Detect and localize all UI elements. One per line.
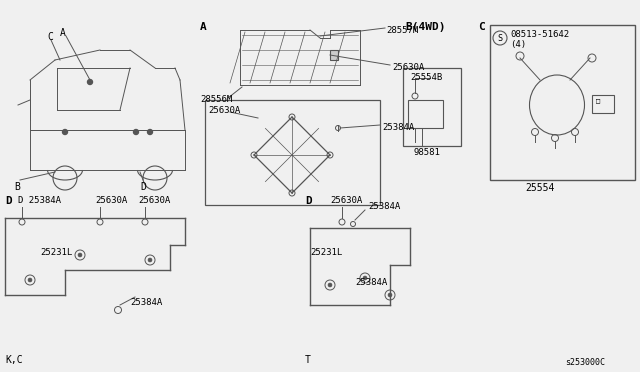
Text: D 25384A: D 25384A	[18, 196, 61, 205]
Circle shape	[148, 258, 152, 262]
Bar	[408, 100, 443, 128]
Text: 08513-51642: 08513-51642	[510, 30, 569, 39]
Text: 25630A: 25630A	[392, 63, 424, 72]
Circle shape	[388, 293, 392, 297]
Circle shape	[328, 283, 332, 287]
Text: 98581: 98581	[413, 148, 440, 157]
Circle shape	[147, 129, 152, 135]
Text: D: D	[140, 182, 146, 192]
Text: T: T	[305, 355, 311, 365]
Text: 25554: 25554	[525, 183, 555, 193]
Text: 28556M: 28556M	[200, 95, 232, 104]
Circle shape	[88, 80, 93, 84]
Text: 25630A: 25630A	[138, 196, 170, 205]
Circle shape	[28, 278, 32, 282]
Text: s253000C: s253000C	[565, 358, 605, 367]
Text: 25630A: 25630A	[330, 196, 362, 205]
Text: 25630A: 25630A	[208, 106, 240, 115]
Text: B(4WD): B(4WD)	[405, 22, 445, 32]
Bar	[490, 25, 635, 180]
Text: A: A	[200, 22, 207, 32]
Circle shape	[134, 129, 138, 135]
Text: □: □	[596, 97, 600, 103]
Circle shape	[78, 253, 82, 257]
Text: 25384A: 25384A	[130, 298, 163, 307]
Text: A: A	[60, 28, 66, 38]
Text: 25231L: 25231L	[310, 248, 342, 257]
Bar	[403, 68, 461, 146]
Text: 25231L: 25231L	[40, 248, 72, 257]
Circle shape	[63, 129, 67, 135]
Bar	[205, 100, 380, 205]
Text: 25630A: 25630A	[95, 196, 127, 205]
Text: B: B	[14, 182, 20, 192]
Bar	[330, 50, 338, 60]
Text: K,C: K,C	[5, 355, 22, 365]
Text: (4): (4)	[510, 40, 526, 49]
Circle shape	[363, 276, 367, 280]
Text: 25384A: 25384A	[382, 123, 414, 132]
Text: S: S	[497, 34, 502, 43]
Text: C: C	[478, 22, 484, 32]
Text: C: C	[47, 32, 53, 42]
Text: 25554B: 25554B	[410, 73, 442, 82]
Text: 25384A: 25384A	[355, 278, 387, 287]
Text: D: D	[5, 196, 12, 206]
Text: D: D	[305, 196, 312, 206]
Text: 25384A: 25384A	[368, 202, 400, 211]
Text: 28557M: 28557M	[386, 26, 419, 35]
Bar	[592, 95, 614, 113]
